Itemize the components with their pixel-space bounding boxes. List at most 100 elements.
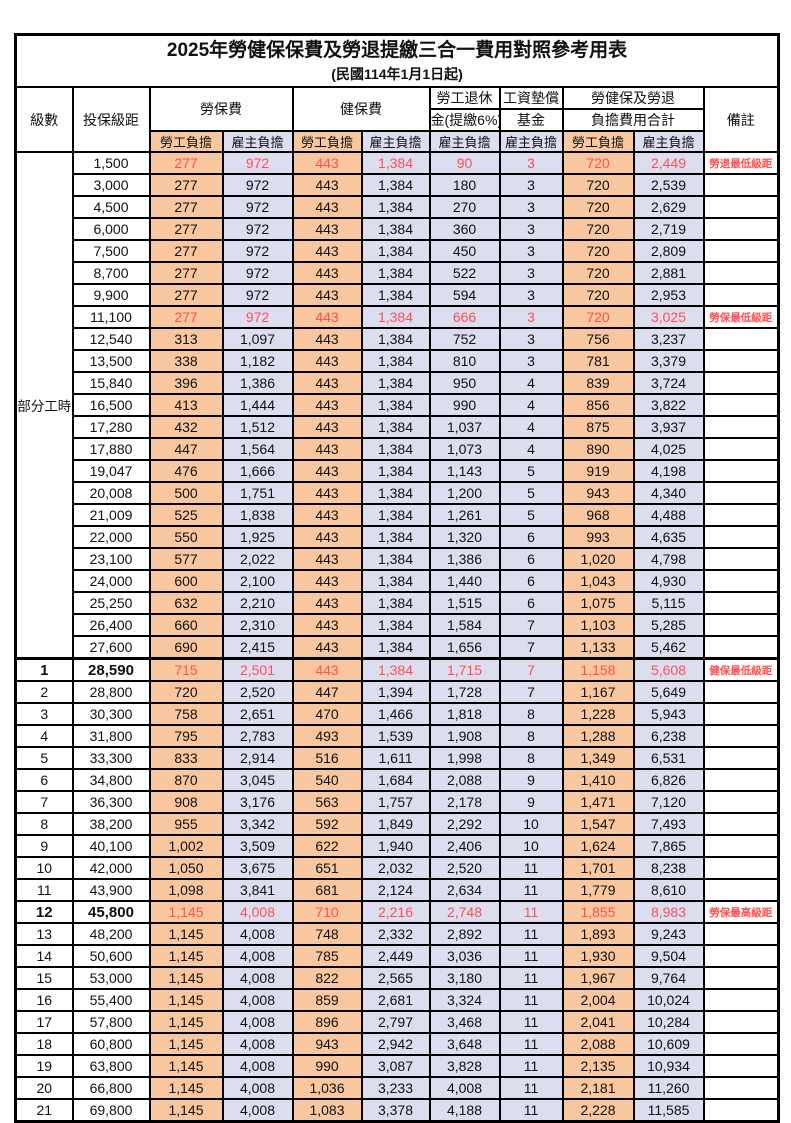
value-cell: 1,050 [148,856,224,880]
table-row: 12 45,800 1,145 4,008 710 2,216 2,748 11 1,855 8,… [14,900,780,924]
value-cell: 10 [498,812,564,836]
value-cell: 443 [291,591,363,615]
value-cell: 4,008 [221,1010,294,1034]
value-cell: 1,145 [148,988,224,1012]
value-cell: 443 [291,393,363,417]
value-cell: 443 [291,305,363,329]
value-cell: 447 [148,437,224,461]
table-header: 2025年勞健保保費及勞退提繳三合一費用對照參考用表 (民國114年1月1日起)… [14,33,780,153]
value-cell: 470 [291,702,363,726]
page-title: 2025年勞健保保費及勞退提繳三合一費用對照參考用表 [166,40,628,61]
value-cell: 1,349 [561,746,635,770]
value-cell: 4,008 [221,1076,294,1100]
value-cell: 1,145 [148,1098,224,1123]
value-cell: 1,145 [148,1054,224,1078]
value-cell: 758 [148,702,224,726]
value-cell: 11,585 [632,1098,705,1123]
value-cell: 443 [291,657,363,682]
col-header-pension-line1: 勞工退休 [428,86,501,110]
value-cell: 3 [498,217,564,241]
value-cell: 2,748 [428,900,501,924]
value-cell: 11 [498,1098,564,1123]
bracket-cell: 66,800 [71,1076,151,1100]
table-row: 16,500 413 1,444 443 1,384 990 4 856 3,822 [16,393,780,417]
bracket-cell: 60,800 [71,1032,151,1056]
value-cell: 1,384 [360,415,431,439]
level-cell: 1 [14,657,74,682]
bracket-cell: 53,000 [71,966,151,990]
col-header-level: 級數 [14,86,74,153]
bracket-cell: 6,000 [71,217,151,241]
value-cell: 1,036 [291,1076,363,1100]
bracket-cell: 16,500 [71,393,151,417]
value-cell: 972 [221,261,294,285]
value-cell: 1,145 [148,1076,224,1100]
subheader-fund-employer: 雇主負擔 [498,130,564,153]
value-cell: 3,176 [221,790,294,814]
value-cell: 720 [561,305,635,329]
value-cell: 3,468 [428,1010,501,1034]
value-cell: 2,124 [360,878,431,902]
bracket-cell: 30,300 [71,702,151,726]
value-cell: 1,384 [360,569,431,593]
value-cell: 833 [148,746,224,770]
value-cell: 4,008 [221,988,294,1012]
table-row: 23,100 577 2,022 443 1,384 1,386 6 1,020 4,798 [16,547,780,571]
value-cell: 3,648 [428,1032,501,1056]
value-cell: 443 [291,569,363,593]
part-time-label: 部分工時 [14,151,74,660]
value-cell: 443 [291,217,363,241]
value-cell: 632 [148,591,224,615]
value-cell: 4,488 [632,503,705,527]
table-row: 19,047 476 1,666 443 1,384 1,143 5 919 4,198 [16,459,780,483]
level-cell: 13 [14,922,74,946]
value-cell: 1,384 [360,503,431,527]
remark-cell [702,173,780,197]
value-cell: 715 [148,657,224,682]
value-cell: 1,384 [360,173,431,197]
value-cell: 8,610 [632,878,705,902]
value-cell: 2,406 [428,834,501,858]
value-cell: 3,233 [360,1076,431,1100]
value-cell: 1,384 [360,283,431,307]
bracket-cell: 69,800 [71,1098,151,1123]
value-cell: 2,210 [221,591,294,615]
value-cell: 1,002 [148,834,224,858]
value-cell: 540 [291,768,363,792]
value-cell: 277 [148,195,224,219]
value-cell: 950 [428,371,501,395]
value-cell: 360 [428,217,501,241]
value-cell: 3,509 [221,834,294,858]
value-cell: 2,953 [632,283,705,307]
value-cell: 1,143 [428,459,501,483]
value-cell: 413 [148,393,224,417]
remark-cell [702,437,780,461]
remark-cell [702,768,780,792]
value-cell: 919 [561,459,635,483]
value-cell: 9,504 [632,944,705,968]
table-row: 6 34,800 870 3,045 540 1,684 2,088 9 1,410 6,826 [14,768,780,792]
remark-cell [702,283,780,307]
value-cell: 3,087 [360,1054,431,1078]
value-cell: 443 [291,349,363,373]
value-cell: 2,310 [221,613,294,637]
value-cell: 600 [148,569,224,593]
remark-cell [702,415,780,439]
table-row: 5 33,300 833 2,914 516 1,611 1,998 8 1,349 6,531 [14,746,780,770]
value-cell: 1,384 [360,459,431,483]
table-row: 6,000 277 972 443 1,384 360 3 720 2,719 [16,217,780,241]
table-row: 13,500 338 1,182 443 1,384 810 3 781 3,379 [16,349,780,373]
value-cell: 277 [148,151,224,175]
value-cell: 443 [291,503,363,527]
value-cell: 1,512 [221,415,294,439]
value-cell: 3,841 [221,878,294,902]
value-cell: 8,983 [632,900,705,924]
value-cell: 180 [428,173,501,197]
value-cell: 2,022 [221,547,294,571]
value-cell: 7,865 [632,834,705,858]
value-cell: 443 [291,283,363,307]
value-cell: 1,547 [561,812,635,836]
value-cell: 2,651 [221,702,294,726]
value-cell: 3 [498,283,564,307]
value-cell: 1,386 [221,371,294,395]
